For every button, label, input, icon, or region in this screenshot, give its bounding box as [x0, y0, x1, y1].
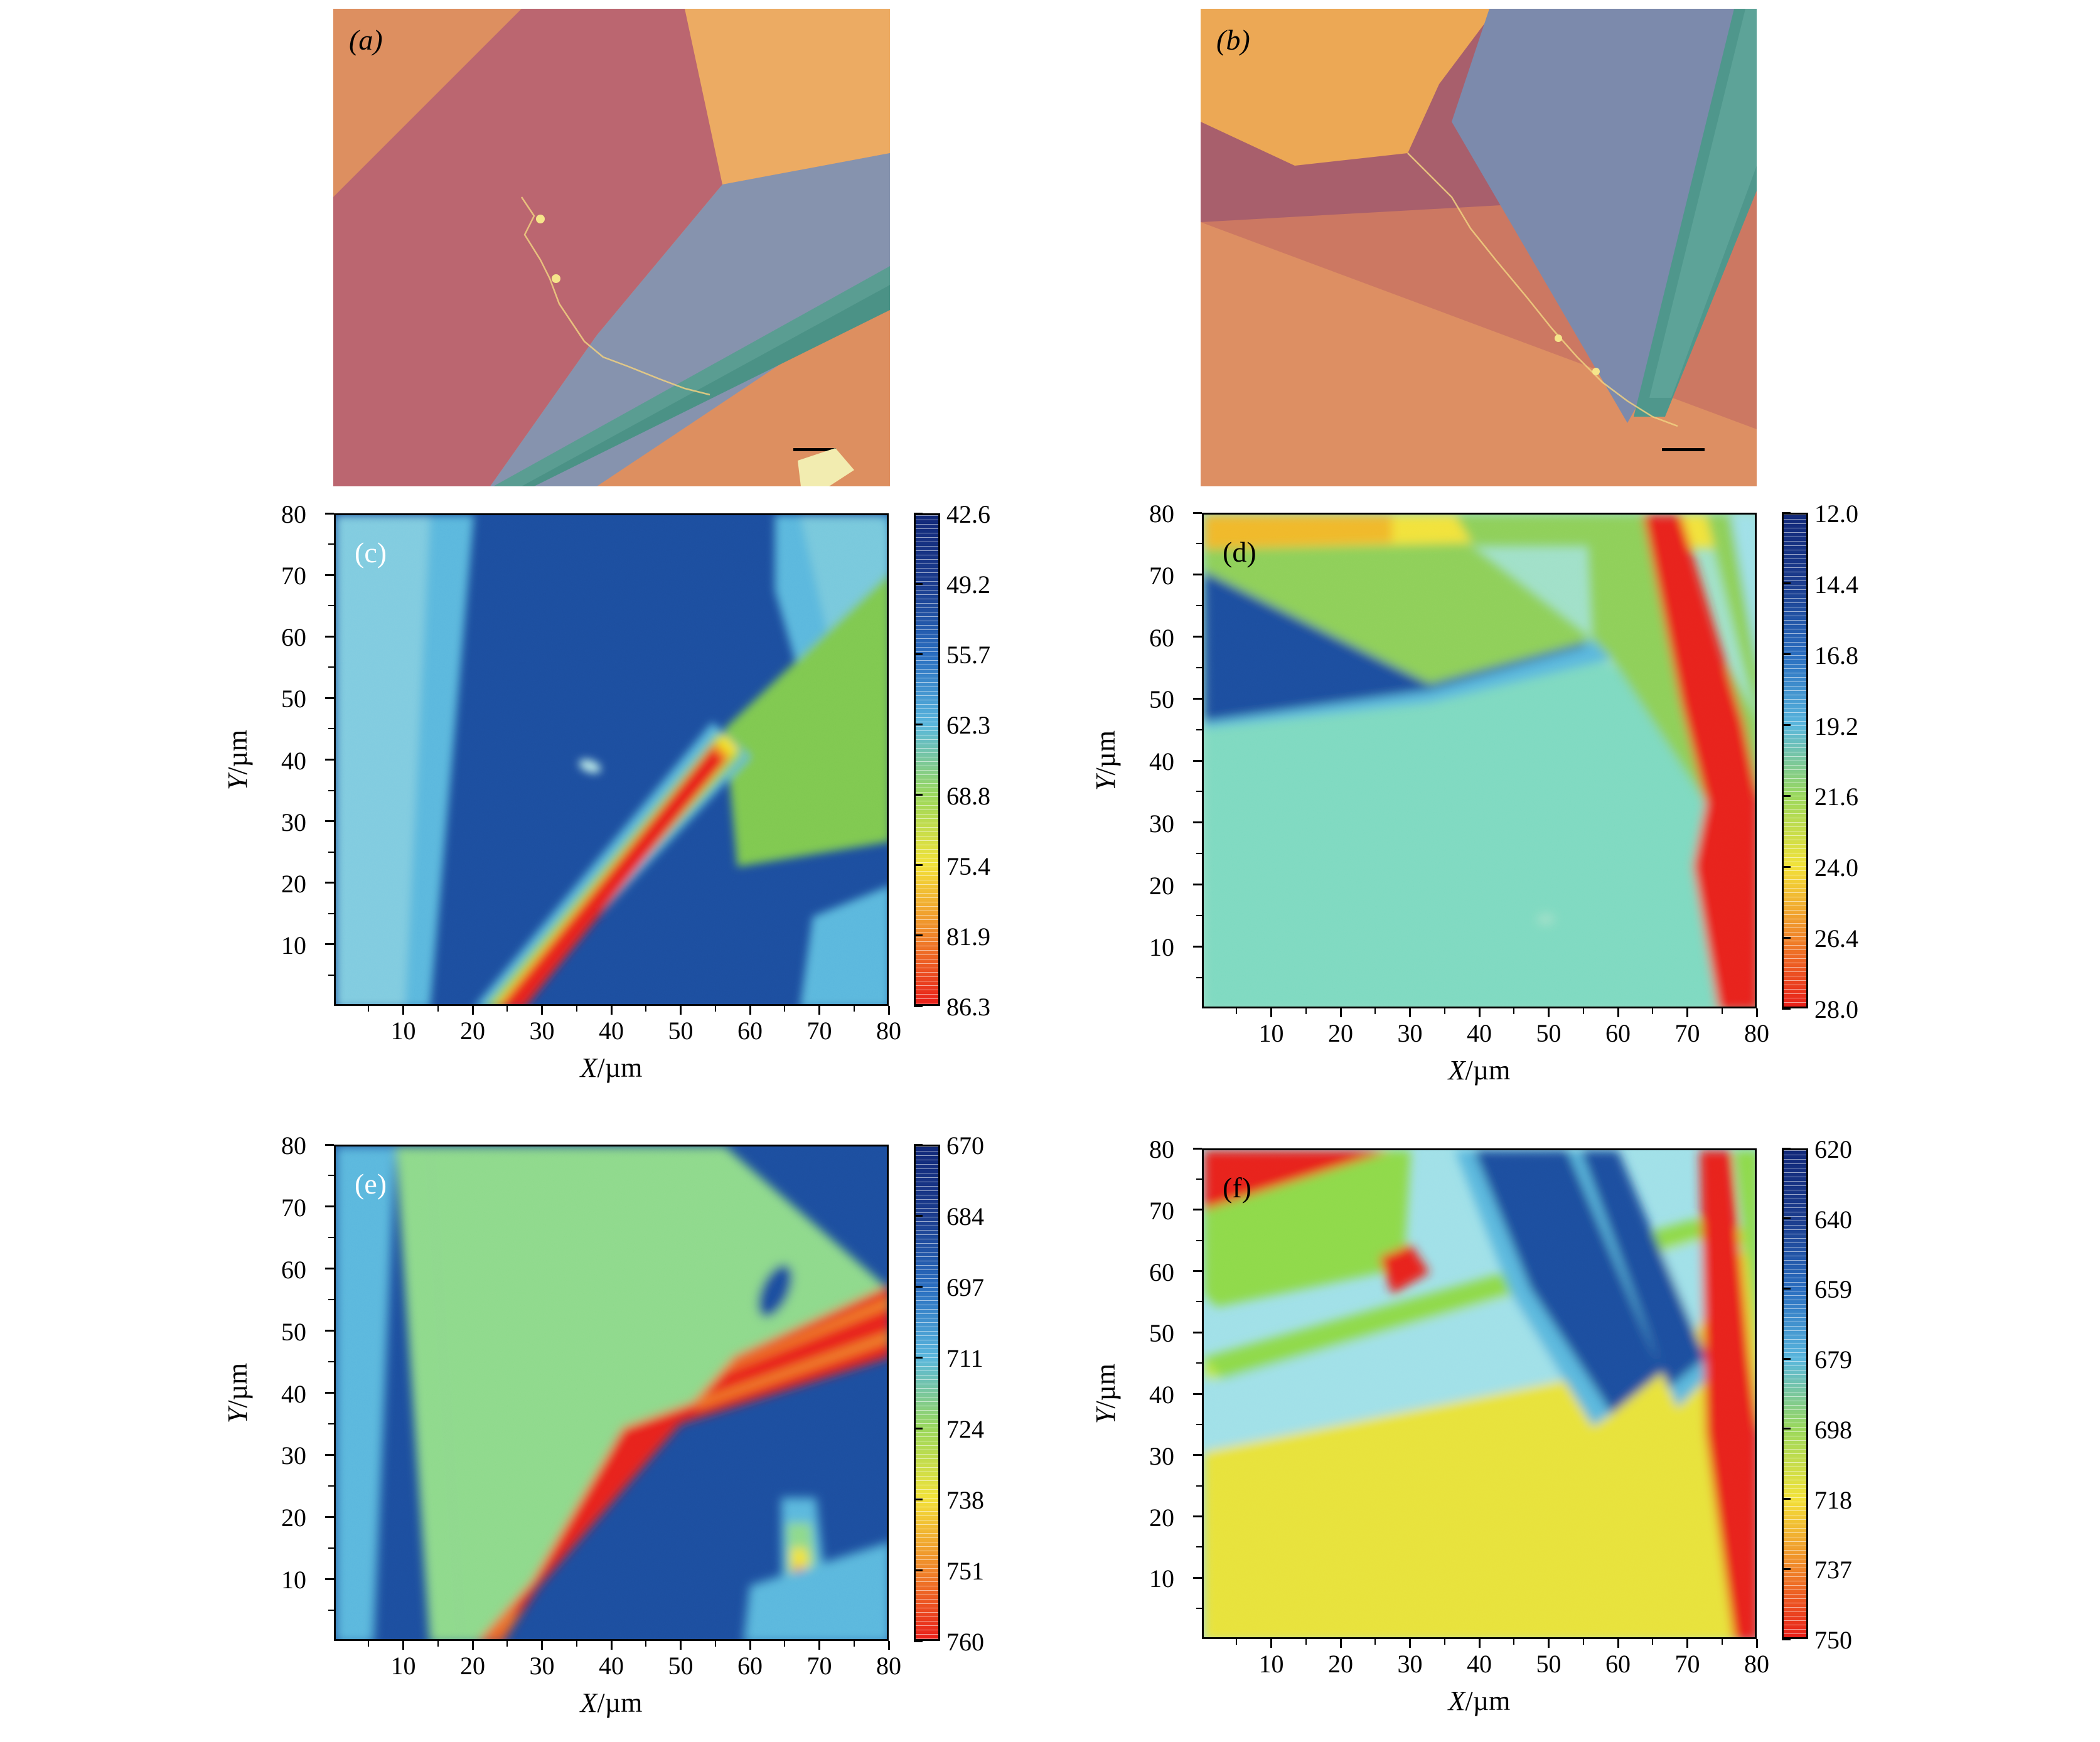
svg-text:(b): (b) — [1216, 24, 1250, 56]
svg-text:(f): (f) — [1223, 1172, 1251, 1204]
svg-text:(c): (c) — [355, 537, 387, 569]
svg-text:(e): (e) — [355, 1168, 387, 1200]
svg-text:(d): (d) — [1223, 536, 1256, 568]
svg-text:(a): (a) — [349, 24, 383, 56]
